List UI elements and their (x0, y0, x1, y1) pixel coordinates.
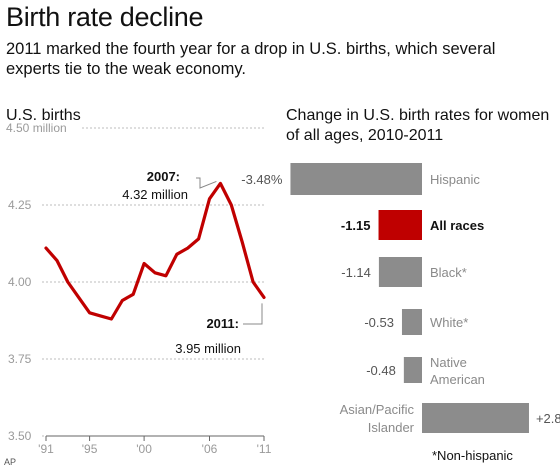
x-tick-label: '91 (38, 442, 54, 456)
chart-title: Birth rate decline (6, 2, 204, 32)
y-tick-label: 3.50 (8, 429, 32, 443)
x-tick-label: '95 (82, 442, 98, 456)
bar-0 (290, 163, 422, 195)
y-tick-label: 4.00 (8, 275, 32, 289)
x-tick-label: '00 (136, 442, 152, 456)
x-tick-label: '11 (257, 442, 272, 456)
bar-1 (378, 210, 422, 240)
category-label: American (430, 372, 485, 387)
category-label: Black* (430, 265, 467, 280)
y-tick-label: 3.75 (8, 352, 32, 366)
category-label: All races (430, 218, 484, 233)
bar-2 (378, 257, 422, 287)
births-series-line (44, 181, 266, 321)
y-tick-label: 4.50 million (6, 121, 67, 135)
bar-value-label: -0.53 (364, 315, 394, 330)
category-label: White* (430, 315, 468, 330)
category-label: Hispanic (430, 172, 480, 187)
bar-value-label: -1.14 (341, 265, 371, 280)
birth-rates-panel-title: Change in U.S. birth rates for women of … (286, 107, 550, 144)
category-label: Islander (368, 420, 415, 435)
bar-4 (403, 357, 422, 383)
births-line-chart: 4.50 million 4.25 4.00 3.75 3.50 '91 '95 '00 '06… (6, 121, 272, 456)
bar-value-label: -1.15 (341, 218, 371, 233)
chart-subtitle: 2011 marked the fourth year for a drop i… (6, 40, 496, 78)
category-label: Native (430, 355, 467, 370)
bar-5 (422, 403, 529, 433)
credit: AP (4, 457, 17, 467)
bar-3 (401, 309, 422, 335)
annotation-2011-leader (243, 303, 263, 325)
annotation-2007-year: 2007: (147, 169, 180, 184)
annotation-2011-value: 3.95 million (175, 341, 241, 356)
annotation-2007-value: 4.32 million (122, 187, 188, 202)
births-panel-title: U.S. births (6, 107, 81, 124)
bar-value-label: +2.83% (536, 411, 560, 426)
y-tick-label: 4.25 (8, 198, 32, 212)
category-label: Asian/Pacific (340, 402, 415, 417)
bar-value-label: -3.48% (241, 172, 283, 187)
x-tick-label: '06 (202, 442, 218, 456)
footnote: *Non-hispanic (432, 448, 513, 463)
bar-value-label: -0.48 (366, 363, 396, 378)
annotation-2007-leader (196, 177, 217, 189)
annotation-2011-year: 2011: (206, 316, 239, 331)
